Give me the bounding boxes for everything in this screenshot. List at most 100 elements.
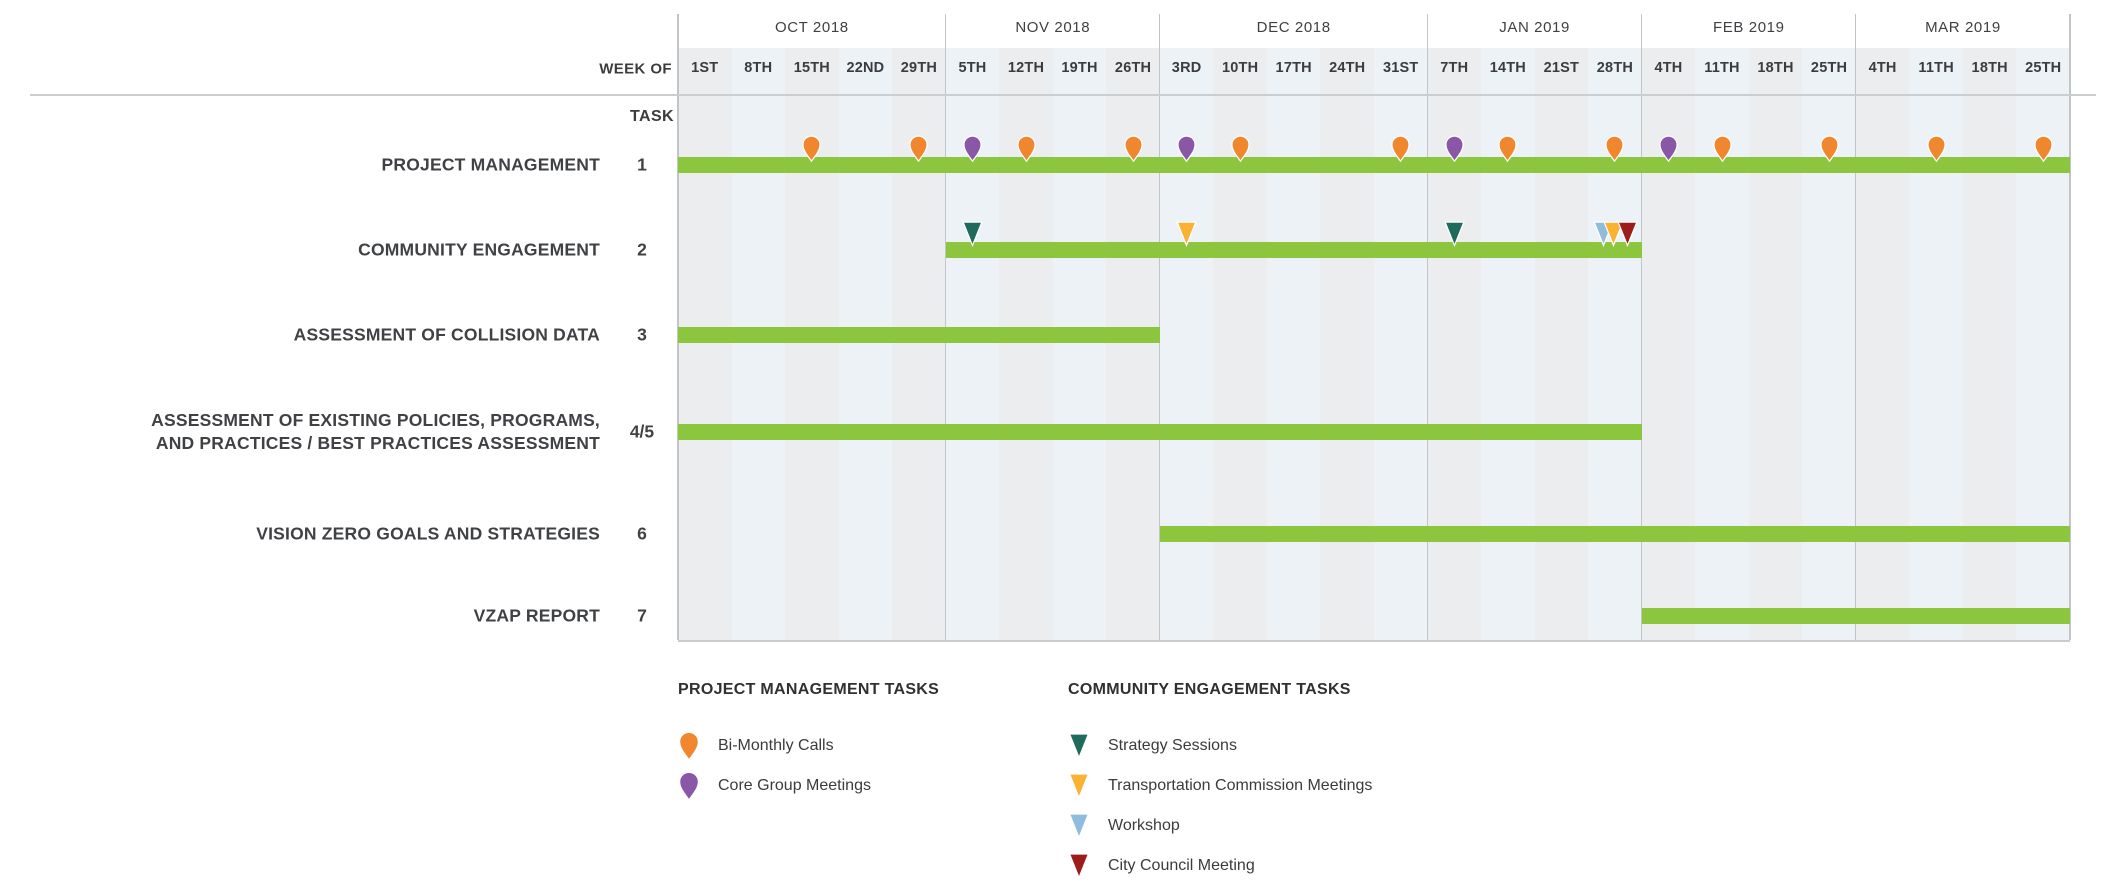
- core-group-meeting-marker: [1445, 135, 1464, 163]
- week-label: 1ST: [691, 60, 719, 76]
- legend-item-label: Bi-Monthly Calls: [718, 737, 834, 754]
- bimonthly-call-marker: [1926, 135, 1946, 163]
- legend-item-label: Workshop: [1108, 817, 1180, 834]
- week-column-stripe: [1855, 48, 1910, 640]
- bimonthly-call-marker: [2034, 135, 2053, 163]
- month-label: OCT 2018: [774, 19, 849, 36]
- strategy-session-marker: [962, 221, 983, 248]
- week-label: 25TH: [2025, 60, 2062, 76]
- week-label: 10TH: [1222, 60, 1259, 76]
- task-row-number: 7: [637, 605, 647, 626]
- task-row-label: VZAP REPORT: [473, 605, 600, 626]
- week-label: 21ST: [1543, 60, 1580, 76]
- week-label: 22ND: [846, 60, 885, 76]
- task-bar: [1641, 608, 2070, 624]
- week-label: 18TH: [1757, 60, 1794, 76]
- week-label: 31ST: [1383, 60, 1419, 76]
- week-column-stripe: [1534, 48, 1589, 640]
- legend-item-label: Strategy Sessions: [1108, 737, 1237, 754]
- bimonthly-call-marker: [1391, 135, 1410, 163]
- week-label: 3RD: [1171, 60, 1202, 76]
- task-row-label: ASSESSMENT OF EXISTING POLICIES, PROGRAM…: [151, 410, 600, 453]
- week-label: 25TH: [1810, 60, 1848, 76]
- city-council-meeting-legend-icon: [1068, 853, 1090, 880]
- month-grid-line: [1640, 14, 1643, 640]
- legend-item-label: Core Group Meetings: [718, 777, 871, 794]
- task-row-number: 2: [637, 239, 647, 260]
- month-label: JAN 2019: [1499, 19, 1570, 36]
- task-row-number: 4/5: [629, 421, 655, 442]
- week-label: 7TH: [1440, 60, 1469, 76]
- task-bar: [678, 157, 2070, 173]
- bimonthly-call-legend-icon: [678, 731, 700, 762]
- bimonthly-call-marker: [802, 135, 822, 163]
- week-label: 24TH: [1329, 60, 1366, 76]
- bimonthly-call-marker: [1819, 135, 1839, 163]
- month-label: DEC 2018: [1256, 19, 1331, 36]
- task-bar: [678, 424, 1642, 440]
- header-rule: [30, 94, 2096, 96]
- week-label: 4TH: [1654, 60, 1683, 76]
- week-label: 29TH: [900, 60, 938, 76]
- task-row-number: 6: [637, 523, 647, 544]
- strategy-session-marker: [1444, 221, 1465, 248]
- task-column-label: TASK: [630, 108, 674, 125]
- month-grid-line: [1854, 14, 1857, 640]
- week-label: 11TH: [1918, 60, 1954, 76]
- legend-title: PROJECT MANAGEMENT TASKS: [678, 681, 940, 698]
- week-label: 28TH: [1596, 60, 1634, 76]
- task-row-number: 3: [637, 324, 647, 345]
- task-bar: [1159, 526, 2070, 542]
- week-column-stripe: [1748, 48, 1803, 640]
- month-grid-line: [1426, 14, 1429, 640]
- month-label: FEB 2019: [1713, 19, 1785, 36]
- legend-title: COMMUNITY ENGAGEMENT TASKS: [1068, 681, 1351, 698]
- task-row-label: PROJECT MANAGEMENT: [381, 154, 600, 175]
- core-group-meeting-marker: [1177, 135, 1196, 163]
- task-bar: [678, 327, 1160, 343]
- week-of-column-label: WEEK OF: [599, 60, 672, 78]
- task-bar: [945, 242, 1642, 258]
- week-label: 14TH: [1489, 60, 1526, 76]
- bimonthly-call-marker: [1712, 135, 1732, 163]
- bimonthly-call-marker: [909, 135, 929, 163]
- week-label: 12TH: [1007, 60, 1045, 76]
- week-column-stripe: [1052, 48, 1107, 640]
- week-label: 5TH: [958, 60, 987, 76]
- bimonthly-call-marker: [1230, 135, 1250, 163]
- strategy-session-legend-icon: [1068, 733, 1090, 760]
- bimonthly-call-marker: [1123, 135, 1143, 163]
- week-label: 18TH: [1971, 60, 2008, 76]
- month-grid-line: [2069, 14, 2071, 640]
- month-label: NOV 2018: [1015, 19, 1091, 36]
- task-row-label: COMMUNITY ENGAGEMENT: [358, 239, 600, 260]
- week-column-stripe: [1962, 48, 2017, 640]
- legend-item-label: Transportation Commission Meetings: [1108, 777, 1373, 794]
- bimonthly-call-marker: [1498, 135, 1518, 163]
- week-label: 19TH: [1061, 60, 1098, 76]
- week-label: 4TH: [1868, 60, 1897, 76]
- transportation-commission-meeting-marker: [1603, 221, 1625, 248]
- legend-item-label: City Council Meeting: [1108, 857, 1255, 874]
- transportation-commission-meeting-legend-icon: [1068, 773, 1090, 800]
- week-label: 8TH: [744, 60, 773, 76]
- chart-bottom-border: [678, 640, 2070, 642]
- week-label: 17TH: [1275, 60, 1312, 76]
- transportation-commission-meeting-marker: [1176, 221, 1197, 248]
- month-grid-line: [677, 14, 679, 640]
- bimonthly-call-marker: [1605, 135, 1625, 163]
- core-group-meeting-marker: [963, 135, 982, 163]
- week-label: 26TH: [1114, 60, 1152, 76]
- workshop-legend-icon: [1068, 813, 1090, 840]
- week-column-stripe: [1320, 48, 1375, 640]
- week-column-stripe: [678, 48, 733, 640]
- task-row-label: ASSESSMENT OF COLLISION DATA: [293, 324, 600, 345]
- week-column-stripe: [1266, 48, 1321, 640]
- week-column-stripe: [838, 48, 893, 640]
- week-label: 15TH: [793, 60, 830, 76]
- core-group-meeting-marker: [1659, 135, 1678, 163]
- month-label: MAR 2019: [1925, 19, 2001, 36]
- bimonthly-call-marker: [1016, 135, 1036, 163]
